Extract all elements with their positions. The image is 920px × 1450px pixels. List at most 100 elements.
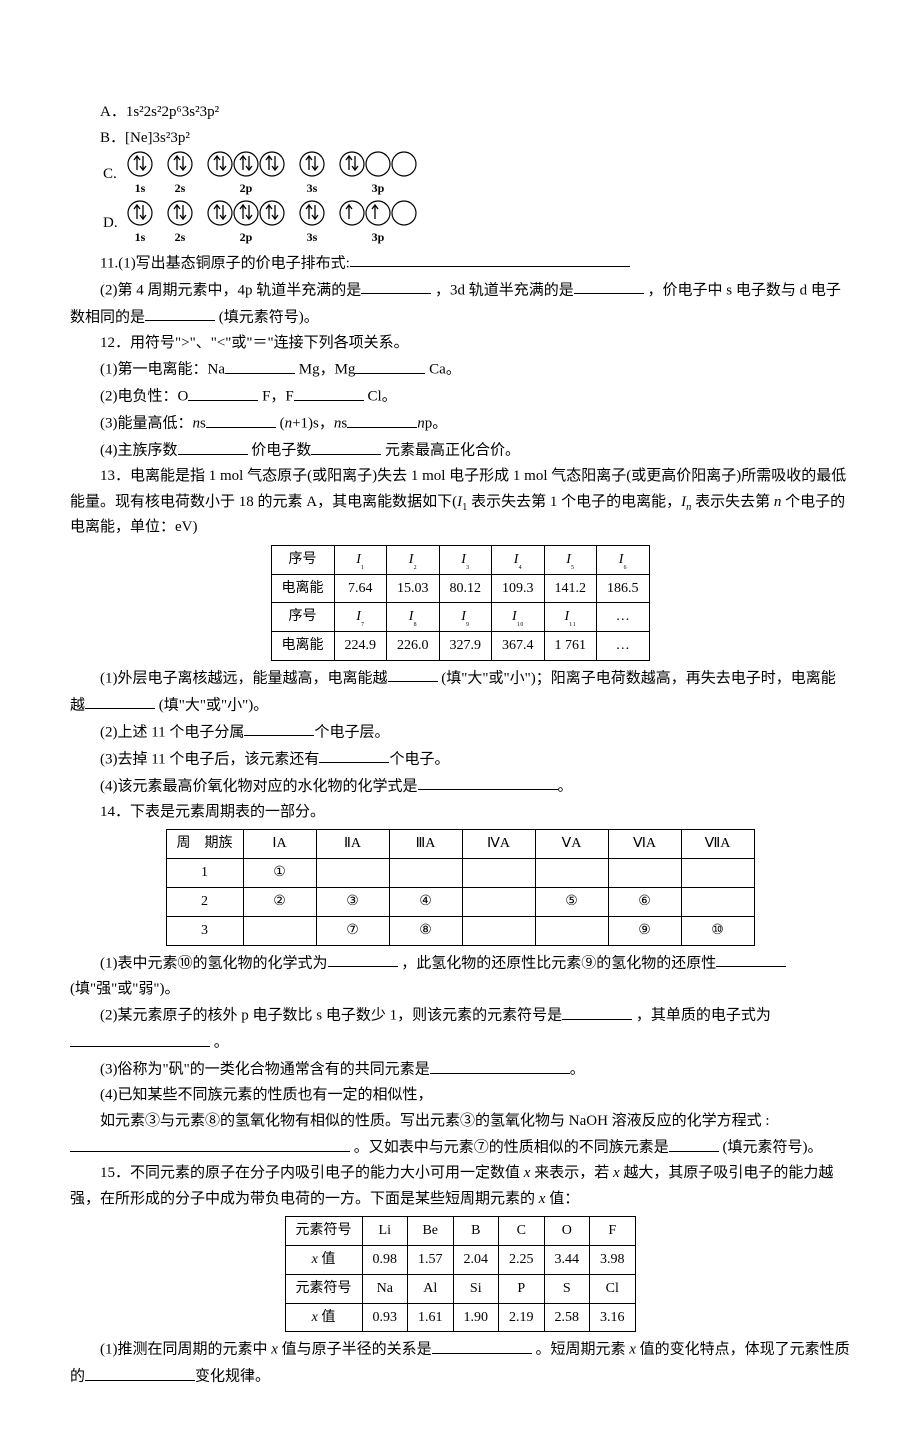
t: (3)去掉 11 个电子后，该元素还有 — [100, 751, 319, 767]
q13-p2: (2)上述 11 个电子分属 个电子层。 — [70, 719, 850, 746]
t: 变化规律。 — [195, 1369, 270, 1385]
blank — [350, 250, 630, 268]
t: 表示失去第 1 个电子的电离能， — [467, 494, 681, 510]
t: (3)能量高低： — [100, 416, 193, 432]
q14-p2: (2)某元素原子的核外 p 电子数比 s 电子数少 1，则该元素的元素符号是 ，… — [70, 1002, 850, 1056]
t: 个电子。 — [389, 751, 449, 767]
t: 表示失去第 — [691, 494, 774, 510]
t: (1)推测在同周期的元素中 — [100, 1342, 271, 1358]
t: 如元素③与元素⑧的氢氧化物有相似的性质。写出元素③的氢氧化物与 NaOH 溶液反… — [100, 1113, 770, 1129]
blank — [85, 692, 155, 710]
t: (1)表中元素⑩的氢化物的化学式为 — [100, 955, 328, 971]
q11-p1-text: 11.(1)写出基态铜原子的价电子排布式: — [100, 255, 350, 271]
blank — [574, 277, 644, 295]
t: 。 — [558, 778, 573, 794]
blank — [85, 1363, 195, 1381]
q10-option-c-row: C. 1s2s2p3s3p — [103, 151, 850, 198]
t: x — [271, 1342, 278, 1358]
q15-stem: 15．不同元素的原子在分子内吸引电子的能力大小可用一定数值 x 来表示，若 x … — [70, 1161, 850, 1212]
q14-p1: (1)表中元素⑩的氢化物的化学式为 ，此氢化物的还原性比元素⑨的氢化物的还原性 … — [70, 950, 850, 1003]
t: (2)上述 11 个电子分属 — [100, 724, 244, 740]
t: (填"强"或"弱")。 — [70, 981, 179, 997]
t: (2)某元素原子的核外 p 电子数比 s 电子数少 1，则该元素的元素符号是 — [100, 1008, 562, 1024]
q10-option-d-row: D. 1s2s2p3s3p — [103, 200, 850, 247]
t: 元素最高正化合价。 — [385, 443, 520, 459]
q13-p1: (1)外层电子离核越远，能量越高，电离能越 (填"大"或"小")；阳离子电荷数越… — [70, 665, 850, 719]
q12-p3: (3)能量高低：ns (n+1)s，nsnp。 — [70, 410, 850, 437]
blank — [188, 383, 258, 401]
blank — [562, 1002, 632, 1020]
blank — [328, 950, 398, 968]
q11-part1: 11.(1)写出基态铜原子的价电子排布式: — [70, 250, 850, 277]
q11-p2d: (填元素符号)。 — [219, 309, 319, 325]
t: x — [613, 1165, 620, 1181]
t: p。 — [425, 416, 448, 432]
q13-stem: 13．电离能是指 1 mol 气态原子(或阳离子)失去 1 mol 电子形成 1… — [70, 464, 850, 541]
blank — [244, 719, 314, 737]
q11-p2a: (2)第 4 周期元素中，4p 轨道半充满的是 — [100, 282, 361, 298]
t: (4)主族序数 — [100, 443, 178, 459]
q14-table: 周 期族ⅠAⅡAⅢAⅣAⅤAⅥAⅦA1①2②③④⑤⑥3⑦⑧⑨⑩ — [166, 829, 755, 945]
q12-p4: (4)主族序数 价电子数 元素最高正化合价。 — [70, 437, 850, 464]
t: (2)电负性：O — [100, 389, 188, 405]
t: Ca。 — [429, 362, 461, 378]
q13-p3: (3)去掉 11 个电子后，该元素还有 个电子。 — [70, 746, 850, 773]
t: (填"大"或"小")。 — [159, 697, 268, 713]
t: F，F — [262, 389, 294, 405]
blank — [70, 1029, 210, 1047]
blank — [178, 437, 248, 455]
t: 值与原子半径的关系是 — [278, 1342, 432, 1358]
t: 值： — [545, 1191, 579, 1207]
t: +1)s， — [292, 416, 334, 432]
blank — [432, 1336, 532, 1354]
blank — [388, 665, 438, 683]
t: n — [417, 416, 425, 432]
blank — [70, 1134, 350, 1152]
q10-option-a: A．1s²2s²2p⁶3s²3p² — [70, 100, 850, 126]
t: (3)俗称为"矾"的一类化合物通常含有的共同元素是 — [100, 1062, 430, 1078]
q11-part2: (2)第 4 周期元素中，4p 轨道半充满的是 ，3d 轨道半充满的是 ，价电子… — [70, 277, 850, 331]
blank — [319, 746, 389, 764]
q14-stem: 14．下表是元素周期表的一部分。 — [70, 800, 850, 826]
q10-optd-label: D. — [103, 211, 127, 237]
q15-p1: (1)推测在同周期的元素中 x 值与原子半径的关系是 。短周期元素 x 值的变化… — [70, 1336, 850, 1390]
t: Mg，Mg — [299, 362, 356, 378]
blank — [361, 277, 431, 295]
q12-p2: (2)电负性：O F，F Cl。 — [70, 383, 850, 410]
t: (1)第一电离能：Na — [100, 362, 225, 378]
q14-p3: (3)俗称为"矾"的一类化合物通常含有的共同元素是 。 — [70, 1056, 850, 1083]
blank — [347, 410, 417, 428]
q10-option-b: B．[Ne]3s²3p² — [70, 126, 850, 152]
t: (4)该元素最高价氧化物对应的水化物的化学式是 — [100, 778, 418, 794]
t: 。又如表中与元素⑦的性质相似的不同族元素是 — [354, 1140, 669, 1156]
blank — [418, 773, 558, 791]
t: x — [629, 1342, 636, 1358]
t: (填元素符号)。 — [723, 1140, 823, 1156]
t: 价电子数 — [251, 443, 311, 459]
blank — [669, 1134, 719, 1152]
blank — [716, 950, 786, 968]
q13-table: 序号I₁I₂I₃I₄I₅I₆电离能7.6415.0380.12109.3141.… — [271, 545, 650, 661]
t: Cl。 — [368, 389, 397, 405]
q14-p4b: 如元素③与元素⑧的氢氧化物有相似的性质。写出元素③的氢氧化物与 NaOH 溶液反… — [70, 1109, 850, 1162]
blank — [355, 356, 425, 374]
q13-p4: (4)该元素最高价氧化物对应的水化物的化学式是 。 — [70, 773, 850, 800]
q12-stem: 12．用符号">"、"<"或"＝"连接下列各项关系。 — [70, 331, 850, 357]
t: 。 — [570, 1062, 585, 1078]
t: (1)外层电子离核越远，能量越高，电离能越 — [100, 670, 388, 686]
t: ，此氢化物的还原性比元素⑨的氢化物的还原性 — [401, 955, 716, 971]
q10-optc-label: C. — [103, 162, 127, 188]
t: n — [285, 416, 293, 432]
blank — [311, 437, 381, 455]
t: 。短周期元素 — [535, 1342, 629, 1358]
q15-table: 元素符号LiBeBCOFx 值0.981.572.042.253.443.98元… — [285, 1216, 636, 1332]
q11-p2b: ，3d 轨道半充满的是 — [435, 282, 574, 298]
t: ，其单质的电子式为 — [636, 1008, 771, 1024]
blank — [430, 1056, 570, 1074]
t: 15．不同元素的原子在分子内吸引电子的能力大小可用一定数值 — [100, 1165, 524, 1181]
q12-p1: (1)第一电离能：Na Mg，Mg Ca。 — [70, 356, 850, 383]
t: n — [193, 416, 201, 432]
blank — [206, 410, 276, 428]
t: 个电子层。 — [314, 724, 389, 740]
blank — [294, 383, 364, 401]
